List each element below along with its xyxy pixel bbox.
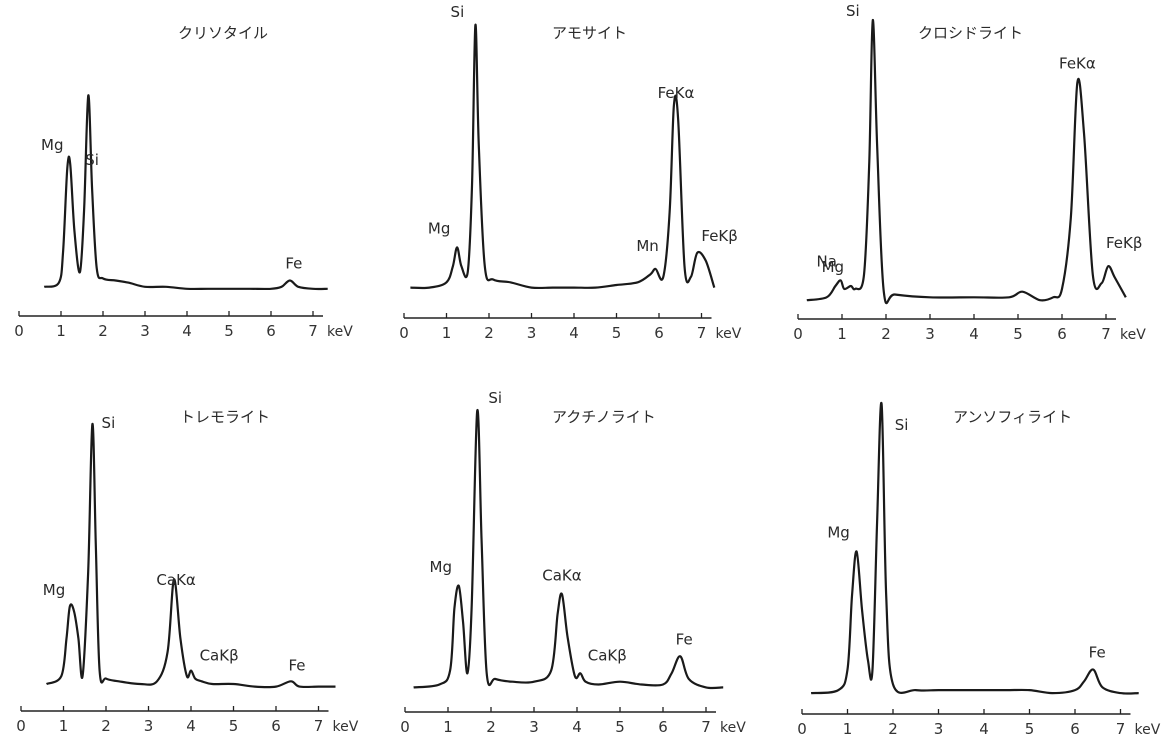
x-tick-label: 3 — [144, 717, 154, 735]
spectrum-panel: アンソフィライト 0 1 2 3 4 5 6 7 keV Mg Si Fe — [797, 401, 1161, 738]
x-tick-label: 2 — [484, 324, 494, 342]
x-tick-label: 4 — [569, 324, 579, 342]
x-tick-label: 2 — [101, 717, 111, 735]
peak-label: Fe — [288, 657, 305, 675]
x-axis-unit-label: keV — [327, 324, 353, 340]
x-tick-label: 0 — [399, 324, 409, 342]
spectrum-panel: トレモライト 0 1 2 3 4 5 6 7 keV Mg Si CaKα CaKβ Fe — [16, 408, 358, 735]
spectrum-line — [806, 18, 1127, 305]
peak-label: CaKα — [156, 571, 196, 589]
x-tick-label: 7 — [697, 324, 707, 342]
x-tick-label: 4 — [182, 322, 192, 340]
x-tick-label: 7 — [314, 717, 324, 735]
x-tick-label: 7 — [1101, 325, 1111, 343]
spectrum-panel: クリソタイル 0 1 2 3 4 5 6 7 keV Mg Si Fe — [14, 24, 353, 340]
x-tick-label: 6 — [271, 717, 281, 735]
peak-label: Mg — [428, 219, 450, 237]
peak-label: Mg — [41, 136, 63, 154]
peak-label: Mg — [822, 258, 844, 276]
x-tick-label: 1 — [442, 324, 452, 342]
peak-label: Fe — [1089, 644, 1106, 662]
x-tick-label: 0 — [14, 322, 24, 340]
x-tick-label: 0 — [797, 720, 807, 738]
x-axis-unit-label: keV — [333, 719, 359, 735]
x-tick-label: 5 — [1025, 720, 1035, 738]
spectrum-title: クリソタイル — [178, 24, 268, 42]
x-tick-label: 6 — [658, 718, 668, 736]
peak-label: Fe — [285, 255, 302, 273]
spectrum-line — [45, 422, 336, 689]
x-tick-label: 1 — [59, 717, 69, 735]
x-tick-label: 2 — [888, 720, 898, 738]
x-tick-label: 7 — [701, 718, 711, 736]
peak-label: FeKβ — [701, 227, 737, 245]
spectrum-panel: アクチノライト 0 1 2 3 4 5 6 7 keV Mg Si CaKα CaKβ Fe — [400, 389, 746, 736]
x-axis-unit-label: keV — [720, 720, 746, 736]
x-tick-label: 0 — [16, 717, 26, 735]
x-tick-label: 1 — [843, 720, 853, 738]
peak-label: Mn — [636, 237, 658, 255]
x-axis-unit-label: keV — [716, 326, 742, 342]
peak-label: Si — [488, 389, 502, 407]
x-tick-label: 3 — [934, 720, 944, 738]
x-tick-label: 2 — [98, 322, 108, 340]
x-tick-label: 3 — [529, 718, 539, 736]
x-tick-label: 1 — [837, 325, 847, 343]
spectrum-panel: アモサイト 0 1 2 3 4 5 6 7 keV Mg Si Mn FeKα FeKβ — [399, 3, 741, 342]
x-tick-label: 4 — [969, 325, 979, 343]
x-axis-unit-label: keV — [1135, 722, 1161, 738]
x-axis-unit-label: keV — [1120, 327, 1146, 343]
spectrum-title: クロシドライト — [918, 24, 1023, 42]
peak-label: Mg — [827, 524, 849, 542]
x-tick-label: 4 — [979, 720, 989, 738]
x-tick-label: 5 — [1013, 325, 1023, 343]
x-tick-label: 4 — [572, 718, 582, 736]
x-tick-label: 6 — [1070, 720, 1080, 738]
peak-label: Si — [895, 416, 909, 434]
x-tick-label: 3 — [527, 324, 537, 342]
peak-label: Si — [846, 2, 860, 20]
spectrum-line — [413, 409, 724, 690]
x-tick-label: 2 — [486, 718, 496, 736]
spectrum-line — [810, 401, 1139, 695]
peak-label: FeKα — [1059, 54, 1096, 72]
x-tick-label: 3 — [925, 325, 935, 343]
peak-label: Fe — [676, 630, 693, 648]
spectrum-line — [43, 94, 328, 291]
peak-label: FeKβ — [1106, 234, 1142, 252]
peak-label: CaKβ — [200, 647, 239, 665]
x-tick-label: 6 — [654, 324, 664, 342]
spectrum-title: アクチノライト — [552, 408, 656, 426]
peak-label: Si — [102, 414, 116, 432]
x-tick-label: 0 — [793, 325, 803, 343]
spectrum-line — [410, 23, 716, 290]
x-tick-label: 5 — [612, 324, 622, 342]
x-tick-label: 4 — [186, 717, 196, 735]
x-tick-label: 6 — [1057, 325, 1067, 343]
peak-label: FeKα — [658, 84, 695, 102]
peak-label: CaKα — [542, 566, 582, 584]
peak-label: Mg — [43, 581, 65, 599]
x-tick-label: 3 — [140, 322, 150, 340]
x-tick-label: 1 — [443, 718, 453, 736]
x-tick-label: 2 — [881, 325, 891, 343]
x-tick-label: 6 — [266, 322, 276, 340]
x-tick-label: 5 — [615, 718, 625, 736]
x-tick-label: 7 — [1116, 720, 1126, 738]
peak-label: Si — [85, 151, 99, 169]
x-tick-label: 7 — [308, 322, 318, 340]
spectrum-title: トレモライト — [180, 408, 270, 426]
x-tick-label: 0 — [400, 718, 410, 736]
spectrum-title: アンソフィライト — [953, 408, 1072, 426]
x-tick-label: 5 — [224, 322, 234, 340]
peak-label: Mg — [430, 558, 452, 576]
x-tick-label: 5 — [229, 717, 239, 735]
peak-label: Na — [816, 252, 836, 270]
peak-label: CaKβ — [588, 647, 627, 665]
peak-label: Si — [451, 3, 465, 21]
spectrum-title: アモサイト — [552, 24, 627, 42]
x-tick-label: 1 — [56, 322, 66, 340]
